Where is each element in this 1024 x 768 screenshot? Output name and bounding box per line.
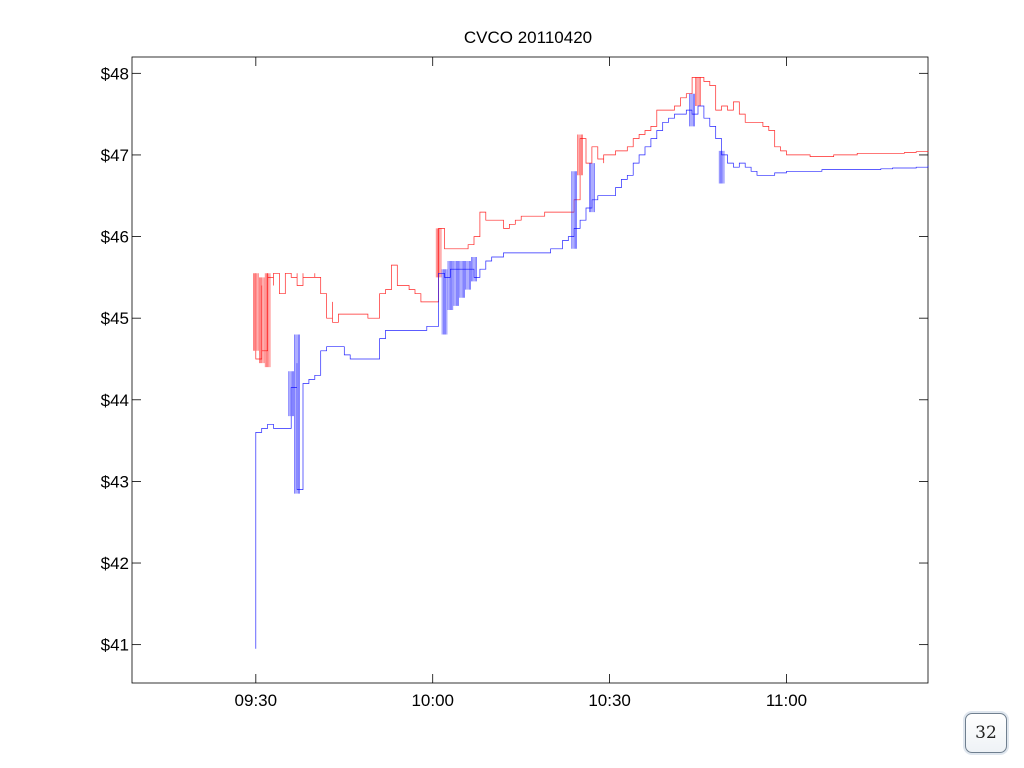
axis-ticks bbox=[132, 57, 928, 683]
x-tick-label: 10:30 bbox=[588, 691, 631, 710]
chart-title: CVCO 20110420 bbox=[464, 28, 592, 47]
y-tick-label: $41 bbox=[101, 636, 129, 655]
series-1-line bbox=[255, 77, 929, 360]
y-tick-label: $44 bbox=[101, 391, 129, 410]
x-tick-label: 10:00 bbox=[411, 691, 454, 710]
y-tick-label: $42 bbox=[101, 554, 129, 573]
page-number-badge: 32 bbox=[965, 713, 1007, 753]
y-tick-label: $46 bbox=[101, 228, 129, 247]
x-tick-label: 09:30 bbox=[235, 691, 278, 710]
series-2-line bbox=[255, 105, 929, 649]
tick-labels: $41 $42 $43 $44 $45 $46 $47 $48 09:30 10:00 10:30 1… bbox=[101, 64, 808, 710]
y-tick-label: $45 bbox=[101, 309, 129, 328]
y-tick-label: $47 bbox=[101, 146, 129, 165]
x-tick-label: 11:00 bbox=[766, 691, 807, 710]
y-tick-label: $48 bbox=[101, 64, 129, 83]
y-tick-label: $43 bbox=[101, 472, 129, 491]
plot-frame bbox=[131, 56, 929, 684]
series-lines bbox=[253, 77, 929, 649]
